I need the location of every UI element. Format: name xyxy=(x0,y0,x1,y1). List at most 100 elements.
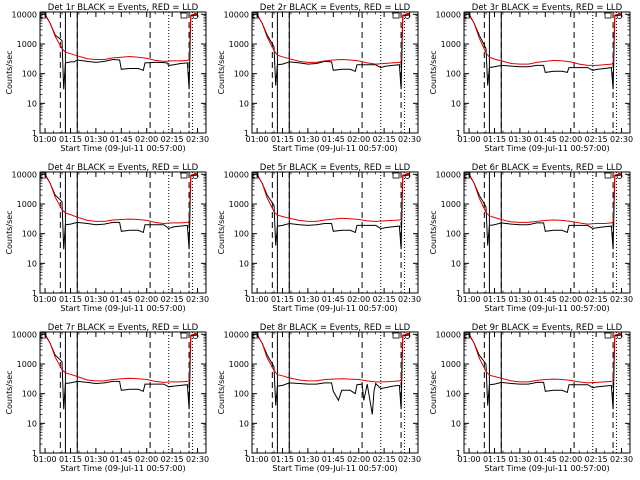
x-axis-label: Start Time (09-Jul-11 00:57:00) xyxy=(484,144,609,153)
y-axis-label: Counts/sec xyxy=(429,210,438,254)
x-tick-label: 02:30 xyxy=(186,135,209,144)
end-marker-square xyxy=(392,172,400,179)
x-tick-label: 01:45 xyxy=(534,295,557,304)
y-tick-label: 100 xyxy=(446,390,461,399)
end-marker-square xyxy=(392,12,400,19)
events-series-line xyxy=(256,334,410,415)
y-tick-label: 1000 xyxy=(17,360,37,369)
y-tick-label: 10 xyxy=(27,419,37,428)
x-tick-label: 01:15 xyxy=(271,135,294,144)
events-series-line xyxy=(44,14,198,90)
plot-frame xyxy=(463,331,631,454)
y-tick-label: 1000 xyxy=(441,40,461,49)
plot-panel-6: Det 6r BLACK = Events, RED = LLD 1 10 100 10… xyxy=(429,163,633,313)
end-marker-square xyxy=(604,332,612,339)
x-tick-label: 02:15 xyxy=(373,295,396,304)
x-tick-label: 02:00 xyxy=(347,455,370,464)
y-tick-label: 100 xyxy=(22,70,37,79)
x-tick-label: 02:15 xyxy=(373,455,396,464)
x-axis-label: Start Time (09-Jul-11 00:57:00) xyxy=(484,464,609,473)
y-axis-label: Counts/sec xyxy=(5,370,14,414)
x-tick-label: 01:00 xyxy=(246,295,269,304)
y-tick-label: 1000 xyxy=(17,40,37,49)
y-tick-label: 10 xyxy=(239,259,249,268)
lld-series-line xyxy=(44,333,198,383)
x-tick-label: 01:00 xyxy=(458,295,481,304)
x-tick-label: 02:00 xyxy=(347,295,370,304)
x-tick-label: 01:00 xyxy=(34,455,57,464)
events-series-line xyxy=(468,14,622,90)
plot-panel-8: Det 8r BLACK = Events, RED = LLD 1 10 100 10… xyxy=(217,323,421,473)
y-tick-label: 1 xyxy=(32,289,37,298)
x-tick-label: 02:00 xyxy=(347,135,370,144)
x-tick-label: 01:30 xyxy=(508,295,531,304)
x-tick-label: 01:30 xyxy=(296,295,319,304)
x-tick-label: 01:30 xyxy=(508,455,531,464)
y-tick-label: 10 xyxy=(451,419,461,428)
y-tick-label: 1 xyxy=(456,289,461,298)
plot-frame xyxy=(251,331,419,454)
x-axis-label: Start Time (09-Jul-11 00:57:00) xyxy=(272,304,397,313)
x-tick-label: 02:30 xyxy=(610,135,633,144)
plot-title: Det 8r BLACK = Events, RED = LLD xyxy=(260,323,411,333)
y-tick-label: 10000 xyxy=(224,10,249,19)
y-tick-label: 10000 xyxy=(224,330,249,339)
x-tick-label: 01:45 xyxy=(534,135,557,144)
y-tick-label: 1 xyxy=(244,449,249,458)
x-tick-label: 02:15 xyxy=(585,135,608,144)
plot-frame xyxy=(39,331,207,454)
y-tick-label: 10000 xyxy=(224,170,249,179)
y-axis-label: Counts/sec xyxy=(217,50,226,94)
x-tick-label: 02:30 xyxy=(398,455,421,464)
x-tick-label: 01:15 xyxy=(271,455,294,464)
x-tick-label: 02:30 xyxy=(610,295,633,304)
x-tick-label: 01:15 xyxy=(59,135,82,144)
y-tick-label: 100 xyxy=(22,390,37,399)
y-tick-label: 1000 xyxy=(17,200,37,209)
events-series-line xyxy=(44,334,198,410)
plot-frame xyxy=(463,11,631,134)
x-tick-label: 01:15 xyxy=(483,455,506,464)
y-tick-label: 10000 xyxy=(12,10,37,19)
y-tick-label: 10000 xyxy=(436,10,461,19)
y-tick-label: 1 xyxy=(244,129,249,138)
x-tick-label: 02:15 xyxy=(585,455,608,464)
lld-series-line xyxy=(44,13,198,62)
x-tick-label: 02:00 xyxy=(135,135,158,144)
y-tick-label: 100 xyxy=(446,70,461,79)
end-marker-square xyxy=(180,172,188,179)
events-series-line xyxy=(256,174,410,250)
plot-panel-3: Det 3r BLACK = Events, RED = LLD 1 10 100 10… xyxy=(429,3,633,153)
plot-frame xyxy=(39,11,207,134)
lld-series-line xyxy=(256,13,410,65)
end-marker-square xyxy=(180,12,188,19)
plot-title: Det 6r BLACK = Events, RED = LLD xyxy=(472,163,623,173)
plot-panel-1: Det 1r BLACK = Events, RED = LLD 1 10 100 10… xyxy=(5,3,209,153)
x-axis-label: Start Time (09-Jul-11 00:57:00) xyxy=(272,144,397,153)
x-tick-label: 01:15 xyxy=(483,135,506,144)
x-tick-label: 02:30 xyxy=(186,295,209,304)
x-tick-label: 02:00 xyxy=(135,295,158,304)
plot-panel-9: Det 9r BLACK = Events, RED = LLD 1 10 100 10… xyxy=(429,323,633,473)
x-tick-label: 01:15 xyxy=(59,455,82,464)
end-marker-square xyxy=(604,12,612,19)
y-tick-label: 10 xyxy=(239,99,249,108)
x-tick-label: 01:45 xyxy=(322,455,345,464)
y-tick-label: 1 xyxy=(32,449,37,458)
x-tick-label: 01:45 xyxy=(534,455,557,464)
x-tick-label: 01:45 xyxy=(322,295,345,304)
x-tick-label: 01:15 xyxy=(483,295,506,304)
lld-series-line xyxy=(256,173,410,222)
x-tick-label: 01:00 xyxy=(34,135,57,144)
x-tick-label: 01:30 xyxy=(84,455,107,464)
plot-title: Det 5r BLACK = Events, RED = LLD xyxy=(260,163,411,173)
events-series-line xyxy=(468,334,622,410)
y-tick-label: 1000 xyxy=(229,40,249,49)
x-tick-label: 02:00 xyxy=(135,455,158,464)
plot-title: Det 3r BLACK = Events, RED = LLD xyxy=(472,3,623,13)
x-tick-label: 01:45 xyxy=(110,295,133,304)
y-tick-label: 1 xyxy=(32,129,37,138)
x-axis-label: Start Time (09-Jul-11 00:57:00) xyxy=(60,144,185,153)
events-series-line xyxy=(256,14,410,90)
x-tick-label: 01:30 xyxy=(296,135,319,144)
